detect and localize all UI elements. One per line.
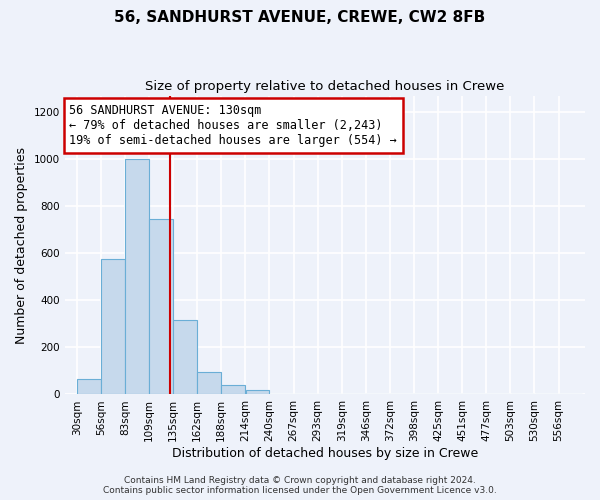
Text: 56 SANDHURST AVENUE: 130sqm
← 79% of detached houses are smaller (2,243)
19% of : 56 SANDHURST AVENUE: 130sqm ← 79% of det… [70,104,397,147]
Text: Contains HM Land Registry data © Crown copyright and database right 2024.
Contai: Contains HM Land Registry data © Crown c… [103,476,497,495]
Bar [149,219,173,394]
Bar [245,390,269,394]
Bar [77,379,101,394]
Bar [197,372,221,394]
Bar [221,385,245,394]
Bar [173,320,197,394]
X-axis label: Distribution of detached houses by size in Crewe: Distribution of detached houses by size … [172,447,478,460]
Text: 56, SANDHURST AVENUE, CREWE, CW2 8FB: 56, SANDHURST AVENUE, CREWE, CW2 8FB [115,10,485,25]
Y-axis label: Number of detached properties: Number of detached properties [15,146,28,344]
Bar [125,159,149,394]
Bar [101,259,125,394]
Title: Size of property relative to detached houses in Crewe: Size of property relative to detached ho… [145,80,505,93]
